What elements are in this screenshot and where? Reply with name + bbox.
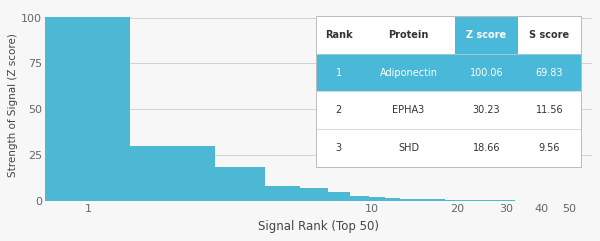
Text: 30.23: 30.23 xyxy=(473,105,500,115)
Bar xyxy=(455,16,518,54)
Bar xyxy=(316,16,581,167)
Bar xyxy=(316,54,581,91)
Text: Adiponectin: Adiponectin xyxy=(379,67,437,78)
Bar xyxy=(316,16,581,167)
Text: 3: 3 xyxy=(336,143,342,153)
Y-axis label: Strength of Signal (Z score): Strength of Signal (Z score) xyxy=(8,33,19,177)
Text: 100.06: 100.06 xyxy=(470,67,503,78)
Text: 18.66: 18.66 xyxy=(473,143,500,153)
Text: Z score: Z score xyxy=(466,30,506,40)
Text: Protein: Protein xyxy=(388,30,428,40)
Text: S score: S score xyxy=(529,30,569,40)
Text: 11.56: 11.56 xyxy=(535,105,563,115)
Text: Rank: Rank xyxy=(325,30,353,40)
X-axis label: Signal Rank (Top 50): Signal Rank (Top 50) xyxy=(258,220,379,233)
Text: 2: 2 xyxy=(335,105,342,115)
Text: SHD: SHD xyxy=(398,143,419,153)
Text: 1: 1 xyxy=(336,67,342,78)
Text: 9.56: 9.56 xyxy=(539,143,560,153)
Text: EPHA3: EPHA3 xyxy=(392,105,425,115)
Text: 69.83: 69.83 xyxy=(536,67,563,78)
